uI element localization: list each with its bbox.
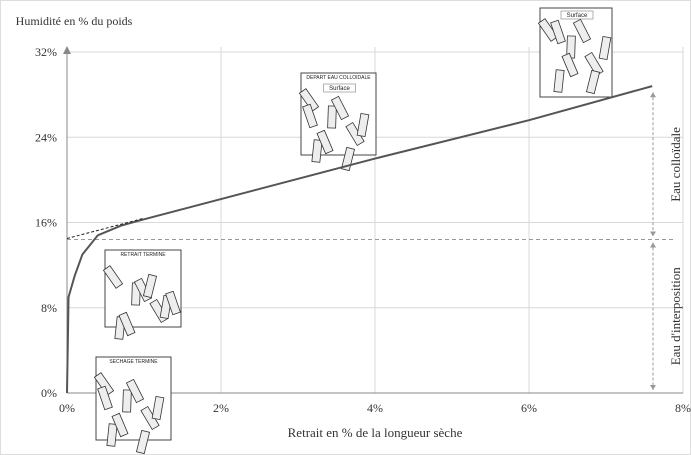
y-tick-label: 0% (41, 386, 57, 400)
sketch-label: DEPART EAU COLLOIDALE (306, 75, 371, 81)
line (66, 217, 145, 239)
grain (125, 378, 145, 404)
grain (585, 69, 601, 95)
y-tick-label: 16% (35, 216, 57, 230)
x-tick-label: 8% (675, 401, 691, 415)
grain (561, 52, 579, 78)
grain (97, 385, 113, 411)
sketch-label: SECHAGE TERMINE (109, 359, 158, 365)
grain (118, 311, 136, 337)
grain (553, 69, 565, 93)
x-tick-label: 0% (59, 401, 75, 415)
grain (106, 423, 118, 447)
y-tick-label: 8% (41, 301, 57, 315)
sketch: RETRAIT TERMINE (102, 249, 182, 340)
line (66, 85, 653, 394)
sketch: DEPART EAU COLLOIDALE Surface (298, 72, 377, 172)
sketch: SECHAGE TERMINE (93, 356, 172, 455)
sketch-label: RETRAIT TERMINE (120, 252, 166, 258)
grain (151, 396, 165, 420)
grain (316, 129, 334, 155)
grain (327, 105, 337, 129)
sublabel-box (323, 83, 356, 93)
x-tick-label: 6% (521, 401, 537, 415)
grain (165, 290, 181, 316)
grain (311, 139, 323, 163)
grain (93, 372, 115, 396)
grain (572, 18, 592, 44)
y-tick-label: 32% (35, 45, 57, 59)
sketch-sublabel: Surface (567, 13, 588, 19)
y-axis-label: Humidité en % du poids (15, 14, 133, 28)
grain (330, 95, 350, 121)
grain (598, 36, 612, 60)
x-tick-label: 4% (367, 401, 383, 415)
y-tick-label: 24% (35, 130, 57, 144)
grain (122, 389, 132, 413)
sketch-sublabel: Surface (329, 86, 350, 92)
grain (135, 429, 151, 455)
sublabel-box (560, 10, 594, 20)
grain (111, 412, 129, 438)
grain (142, 273, 158, 299)
x-tick-label: 2% (213, 401, 229, 415)
grain (356, 113, 370, 137)
grain (298, 88, 320, 112)
x-axis-label: Retrait en % de la longueur sèche (288, 425, 463, 440)
sketch: Surface (537, 7, 613, 98)
grain (550, 19, 566, 45)
grain (102, 265, 124, 289)
grain (340, 146, 356, 172)
grain (302, 103, 318, 129)
y-axis-arrow (63, 46, 71, 54)
zone-label: Eau colloïdale (668, 127, 683, 202)
grain (537, 18, 559, 42)
zone-label: Eau d'interposition (668, 267, 683, 366)
